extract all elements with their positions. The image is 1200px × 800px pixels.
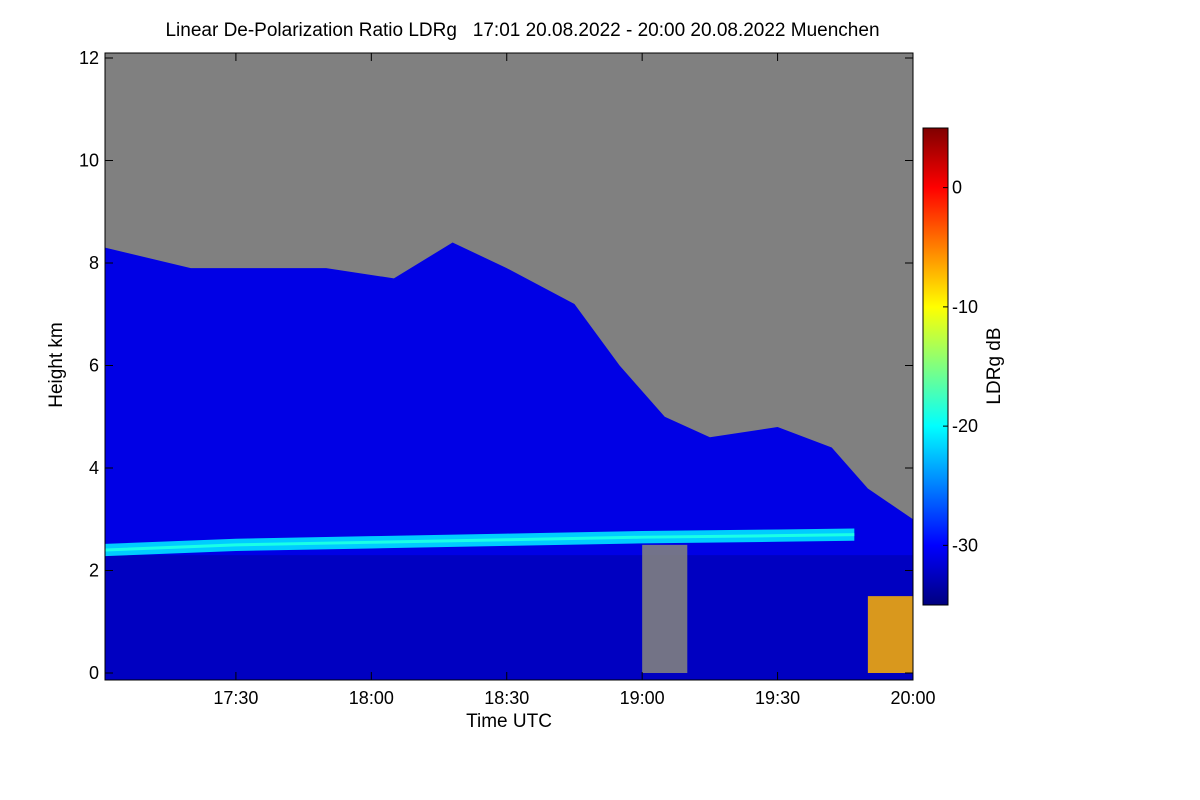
x-axis-label: Time UTC <box>466 711 552 732</box>
lower-region <box>105 555 913 680</box>
colorbar-gradient <box>922 127 949 606</box>
x-tick-label: 19:00 <box>620 688 665 708</box>
y-tick-label: 0 <box>89 663 99 683</box>
plot-area <box>105 53 913 680</box>
colorbar-tick-label: -30 <box>952 535 978 555</box>
colorbar-tick-label: 0 <box>952 178 962 198</box>
colorbar-label: LDRg dB <box>984 327 1005 404</box>
enhanced-layer-core <box>105 533 855 552</box>
colorbar-tick-label: -20 <box>952 416 978 436</box>
colorbar: 0 -10 -20 -30 LDRg dB <box>922 127 1005 606</box>
y-tick-label: 2 <box>89 561 99 581</box>
y-tick-label: 12 <box>79 48 99 68</box>
no-data-gap <box>642 544 688 673</box>
y-axis-label: Height km <box>46 322 67 408</box>
y-tick-label: 8 <box>89 253 99 273</box>
y-tick-label: 6 <box>89 356 99 376</box>
enhanced-layer <box>105 528 855 557</box>
x-tick-label: 17:30 <box>213 688 258 708</box>
x-tick-label: 20:00 <box>890 688 935 708</box>
chart-title: Linear De-Polarization Ratio LDRg 17:01 … <box>165 20 880 41</box>
axes: 17:30 18:00 18:30 19:00 19:30 20:00 0 2 4 6 8 10 12 T… <box>46 48 936 732</box>
y-tick-label: 10 <box>79 151 99 171</box>
plot-frame <box>104 52 914 681</box>
near-surface-aerosol <box>867 596 913 673</box>
x-tick-label: 19:30 <box>755 688 800 708</box>
x-tick-label: 18:30 <box>484 688 529 708</box>
y-tick-label: 4 <box>89 458 99 478</box>
x-tick-label: 18:00 <box>349 688 394 708</box>
colorbar-tick-label: -10 <box>952 297 978 317</box>
